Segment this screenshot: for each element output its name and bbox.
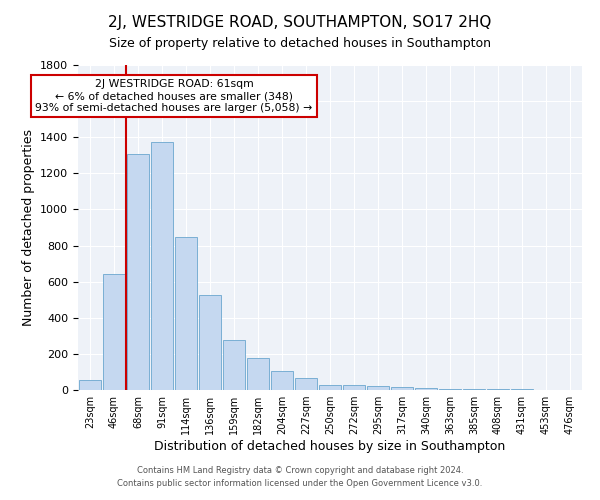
Bar xyxy=(199,295,221,390)
Bar xyxy=(295,378,317,390)
X-axis label: Distribution of detached houses by size in Southampton: Distribution of detached houses by size … xyxy=(154,440,506,453)
Bar xyxy=(247,358,269,390)
Bar xyxy=(151,142,173,390)
Bar xyxy=(79,380,101,390)
Bar xyxy=(271,371,293,390)
Bar xyxy=(127,154,149,390)
Bar xyxy=(391,387,413,390)
Y-axis label: Number of detached properties: Number of detached properties xyxy=(22,129,35,326)
Bar xyxy=(175,238,197,390)
Bar xyxy=(439,388,461,390)
Bar xyxy=(367,386,389,390)
Bar xyxy=(319,384,341,390)
Bar xyxy=(223,340,245,390)
Bar xyxy=(343,384,365,390)
Text: 2J WESTRIDGE ROAD: 61sqm
← 6% of detached houses are smaller (348)
93% of semi-d: 2J WESTRIDGE ROAD: 61sqm ← 6% of detache… xyxy=(35,80,313,112)
Bar xyxy=(415,388,437,390)
Text: Contains HM Land Registry data © Crown copyright and database right 2024.
Contai: Contains HM Land Registry data © Crown c… xyxy=(118,466,482,487)
Text: 2J, WESTRIDGE ROAD, SOUTHAMPTON, SO17 2HQ: 2J, WESTRIDGE ROAD, SOUTHAMPTON, SO17 2H… xyxy=(109,15,491,30)
Text: Size of property relative to detached houses in Southampton: Size of property relative to detached ho… xyxy=(109,38,491,51)
Bar xyxy=(103,274,125,390)
